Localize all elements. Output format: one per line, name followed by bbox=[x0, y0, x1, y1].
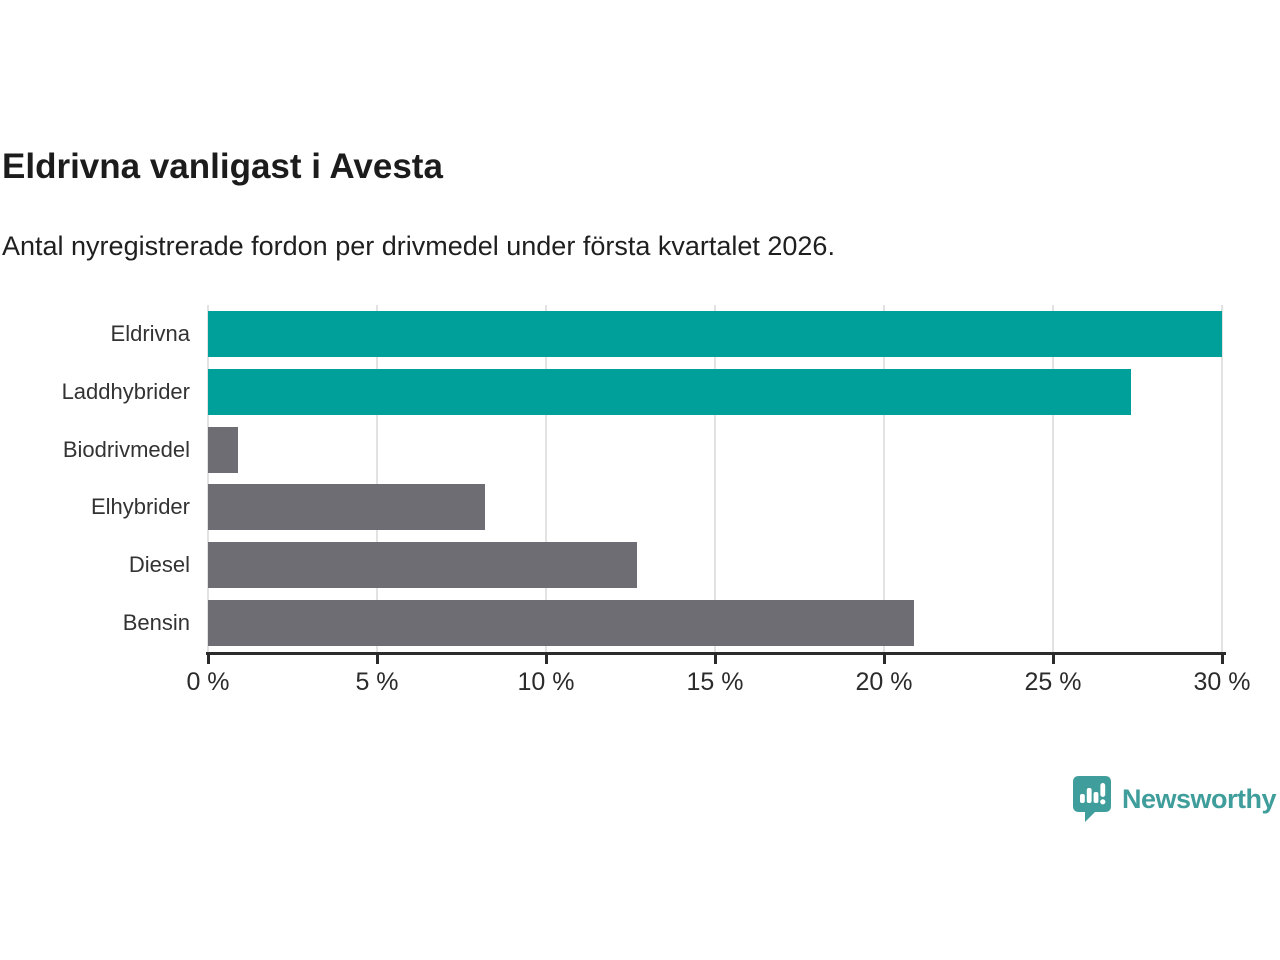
chart-title: Eldrivna vanligast i Avesta bbox=[2, 147, 443, 186]
tick-mark-30 bbox=[1220, 652, 1224, 664]
category-label-diesel: Diesel bbox=[128, 552, 190, 578]
chart-subtitle: Antal nyregistrerade fordon per drivmede… bbox=[2, 231, 835, 261]
tick-label-25: 25 % bbox=[1024, 668, 1082, 696]
bar-bensin bbox=[208, 600, 915, 647]
newsworthy-logo-icon bbox=[1073, 776, 1111, 822]
tick-mark-5 bbox=[375, 652, 379, 664]
category-label-eldrivna: Eldrivna bbox=[110, 320, 190, 346]
gridline-5 bbox=[376, 305, 378, 652]
bar-laddhybrider bbox=[208, 368, 1131, 415]
tick-label-0: 0 % bbox=[186, 668, 230, 696]
newsworthy-logo: Newsworthy bbox=[1073, 776, 1277, 822]
gridline-20 bbox=[883, 305, 885, 652]
tick-mark-20 bbox=[882, 652, 886, 664]
tick-mark-10 bbox=[544, 652, 548, 664]
gridline-10 bbox=[545, 305, 547, 652]
newsworthy-logo-text: Newsworthy bbox=[1122, 783, 1277, 814]
tick-mark-15 bbox=[713, 652, 717, 664]
category-label-elhybrider: Elhybrider bbox=[90, 494, 190, 520]
tick-label-15: 15 % bbox=[686, 668, 744, 696]
gridline-15 bbox=[714, 305, 716, 652]
bar-biodrivmedel bbox=[208, 426, 239, 473]
bar-elhybrider bbox=[208, 484, 486, 531]
plot-area bbox=[207, 305, 1223, 652]
tick-mark-0 bbox=[206, 652, 210, 664]
tick-label-10: 10 % bbox=[517, 668, 575, 696]
category-label-laddhybrider: Laddhybrider bbox=[61, 378, 190, 404]
tick-label-5: 5 % bbox=[355, 668, 399, 696]
tick-mark-25 bbox=[1051, 652, 1055, 664]
category-label-bensin: Bensin bbox=[122, 610, 190, 636]
bar-diesel bbox=[208, 542, 638, 589]
bar-eldrivna bbox=[208, 310, 1222, 357]
tick-label-30: 30 % bbox=[1193, 668, 1251, 696]
gridline-25 bbox=[1052, 305, 1054, 652]
gridline-0 bbox=[207, 305, 209, 652]
y-axis-category-labels: Eldrivna Laddhybrider Biodrivmedel Elhybrid… bbox=[0, 305, 190, 652]
tick-label-20: 20 % bbox=[855, 668, 913, 696]
category-label-biodrivmedel: Biodrivmedel bbox=[62, 436, 190, 462]
gridline-30 bbox=[1221, 305, 1223, 652]
